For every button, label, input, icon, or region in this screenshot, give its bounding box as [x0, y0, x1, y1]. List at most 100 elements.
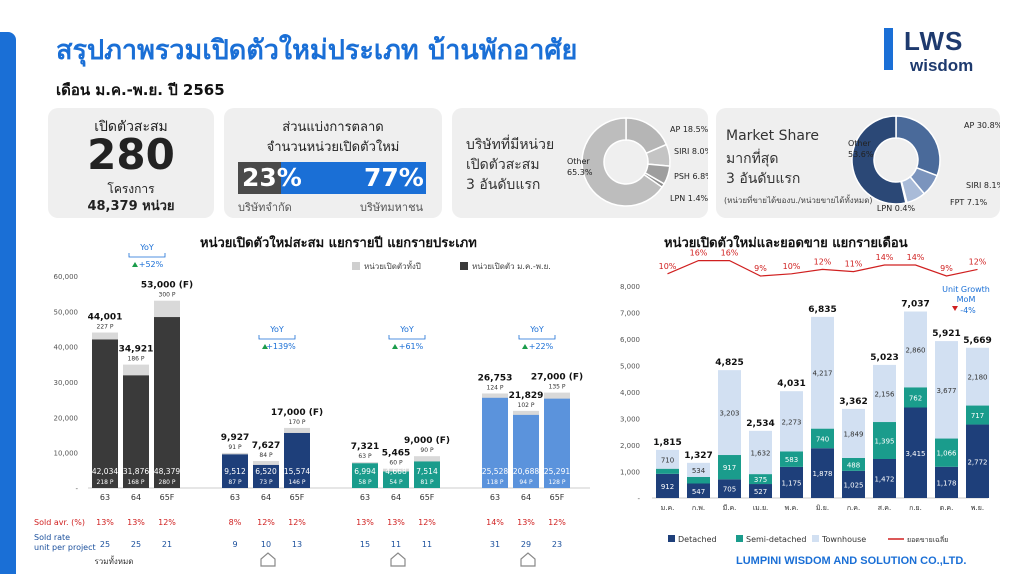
x-tick-label: 63 — [490, 493, 500, 502]
bar-segment — [749, 474, 772, 485]
bar-total-projects: 186 P — [128, 356, 145, 363]
x-tick-label: ก.พ. — [692, 504, 705, 512]
kpi-total-card: เปิดตัวสะสม 280 โครงการ 48,379 หน่วย — [48, 108, 214, 218]
donut-label: 65.3% — [567, 168, 593, 177]
donut-slice — [581, 117, 664, 207]
avg-sold-label: 16% — [721, 249, 739, 258]
bar-segment — [780, 391, 803, 452]
x-tick-label: ม.ค. — [661, 504, 675, 512]
bar-segment-label: 740 — [816, 435, 829, 443]
bar-segment — [656, 473, 679, 498]
bar-total-label: 4,031 — [777, 379, 805, 389]
bar-segment-label: 1,178 — [936, 479, 956, 487]
sold-avr-value: 14% — [486, 518, 504, 527]
legend-label: หน่วยเปิดตัว ม.ค.-พ.ย. — [472, 262, 551, 271]
bar-segment — [780, 466, 803, 498]
y-tick-label: 4,000 — [620, 389, 640, 397]
bar-total-label: 5,669 — [963, 336, 991, 346]
sold-rate-value: 10 — [261, 540, 271, 549]
kpi-total-label: เปิดตัวสะสม — [94, 119, 168, 135]
y-tick-label: - — [75, 485, 78, 493]
sold-rate-value: 25 — [131, 540, 141, 549]
y-tick-label: - — [637, 495, 640, 503]
yoy-bracket — [518, 335, 556, 340]
bar-segment-label: 917 — [723, 464, 736, 472]
y-tick-label: 3,000 — [620, 416, 640, 424]
avg-sold-label: 14% — [876, 253, 894, 262]
market-note: (หน่วยที่ขายได้ของบ./หน่วยขายได้ทั้งหมด) — [724, 196, 873, 205]
bar-ytd-label: 4,668 — [385, 467, 407, 476]
sold-rate-value: 23 — [552, 540, 562, 549]
bar-ytd-label: 42,034 — [92, 467, 118, 476]
yoy-bracket — [258, 335, 296, 340]
bar-segment — [842, 470, 865, 498]
yoy-value: +139% — [266, 342, 296, 351]
y-tick-label: 6,000 — [620, 336, 640, 344]
house-icon — [260, 552, 276, 567]
x-tick-label: ก.ค. — [847, 504, 860, 512]
sold-avr-value: 8% — [229, 518, 242, 527]
bar-ytd — [544, 398, 570, 488]
x-tick-label: 64 — [521, 493, 531, 502]
bar-total-label: 9,000 (F) — [404, 436, 450, 446]
x-tick-label: 64 — [391, 493, 401, 502]
donut-label: 53.6% — [848, 150, 874, 159]
bar-ytd-projects: 58 P — [358, 479, 372, 486]
sold-rate-value: 15 — [360, 540, 370, 549]
yearly-bar-chart: - 10,000 20,000 30,000 40,000 50,000 60,000 หน่… — [34, 243, 590, 567]
bar-total-label: 5,023 — [870, 353, 898, 363]
sold-avr-value: 12% — [288, 518, 306, 527]
bar-segment — [904, 407, 927, 498]
bar-segment — [904, 387, 927, 408]
avg-sold-label: 16% — [690, 249, 708, 258]
bar-ytd — [284, 432, 310, 488]
bar-segment — [842, 408, 865, 458]
legend-label: Townhouse — [821, 535, 866, 544]
bar-segment — [966, 347, 989, 406]
donut-label: SIRI 8.1% — [966, 181, 1000, 190]
donut-slice — [851, 115, 907, 205]
donut-label: SIRI 8.0% — [674, 147, 708, 156]
semi-detached-icon — [390, 552, 406, 567]
accent-bar — [0, 32, 16, 574]
bar-segment-label: 583 — [785, 456, 798, 464]
townhouse-icon — [520, 552, 536, 567]
x-tick-label: 63 — [230, 493, 240, 502]
x-tick-label: เม.ย. — [753, 504, 769, 512]
yoy-up-arrow — [522, 344, 528, 349]
sold-avr-value: 12% — [257, 518, 275, 527]
sold-rate-value: 21 — [162, 540, 172, 549]
donut-launch-share: AP 18.5% SIRI 8.0% PSH 6.8% LPN 1.4% Other 65… — [567, 117, 708, 207]
bar-segment — [656, 449, 679, 469]
bar-segment — [966, 424, 989, 498]
yoy-label: YoY — [529, 325, 544, 334]
x-tick-label: ส.ค. — [878, 504, 891, 512]
bar-segment-label: 1,849 — [843, 430, 863, 438]
x-tick-label: 65F — [160, 493, 175, 502]
sold-rate-value: 9 — [232, 540, 237, 549]
bar-ytd-label: 48,379 — [154, 467, 180, 476]
monthly-bar-chart: - 1,000 2,000 3,000 4,000 5,000 6,000 7,000 8,00… — [620, 249, 992, 544]
yoy-value: +61% — [399, 342, 424, 351]
growth-value: -4% — [960, 306, 976, 315]
bar-total-label: 21,829 — [509, 391, 544, 401]
bar-segment — [687, 462, 710, 477]
bar-segment — [873, 458, 896, 498]
bar-ytd-projects: 54 P — [389, 479, 403, 486]
bar-segment-label: 4,217 — [812, 370, 832, 378]
bar-segment-label: 1,395 — [874, 438, 894, 446]
bar-total-label: 26,753 — [478, 373, 513, 383]
bar-total-projects: 227 P — [97, 324, 114, 331]
growth-label: Unit Growth — [942, 285, 990, 294]
bar-total-projects: 170 P — [289, 419, 306, 426]
bar-segment-label: 912 — [661, 483, 674, 491]
bar-segment-label: 1,472 — [874, 475, 894, 483]
kpi-share-line1: ส่วนแบ่งการตลาด — [282, 120, 384, 135]
top3-line1: บริษัทที่มีหน่วย — [466, 137, 555, 153]
lws-logo: LWS wisdom — [884, 26, 1014, 82]
bar-segment — [842, 457, 865, 471]
x-tick-label: 64 — [131, 493, 141, 502]
x-tick-label: มี.ค. — [723, 504, 737, 512]
kpi-share-card: ส่วนแบ่งการตลาด จำนวนหน่วยเปิดตัวใหม่ 23… — [224, 108, 442, 218]
sold-avr-value: 12% — [158, 518, 176, 527]
